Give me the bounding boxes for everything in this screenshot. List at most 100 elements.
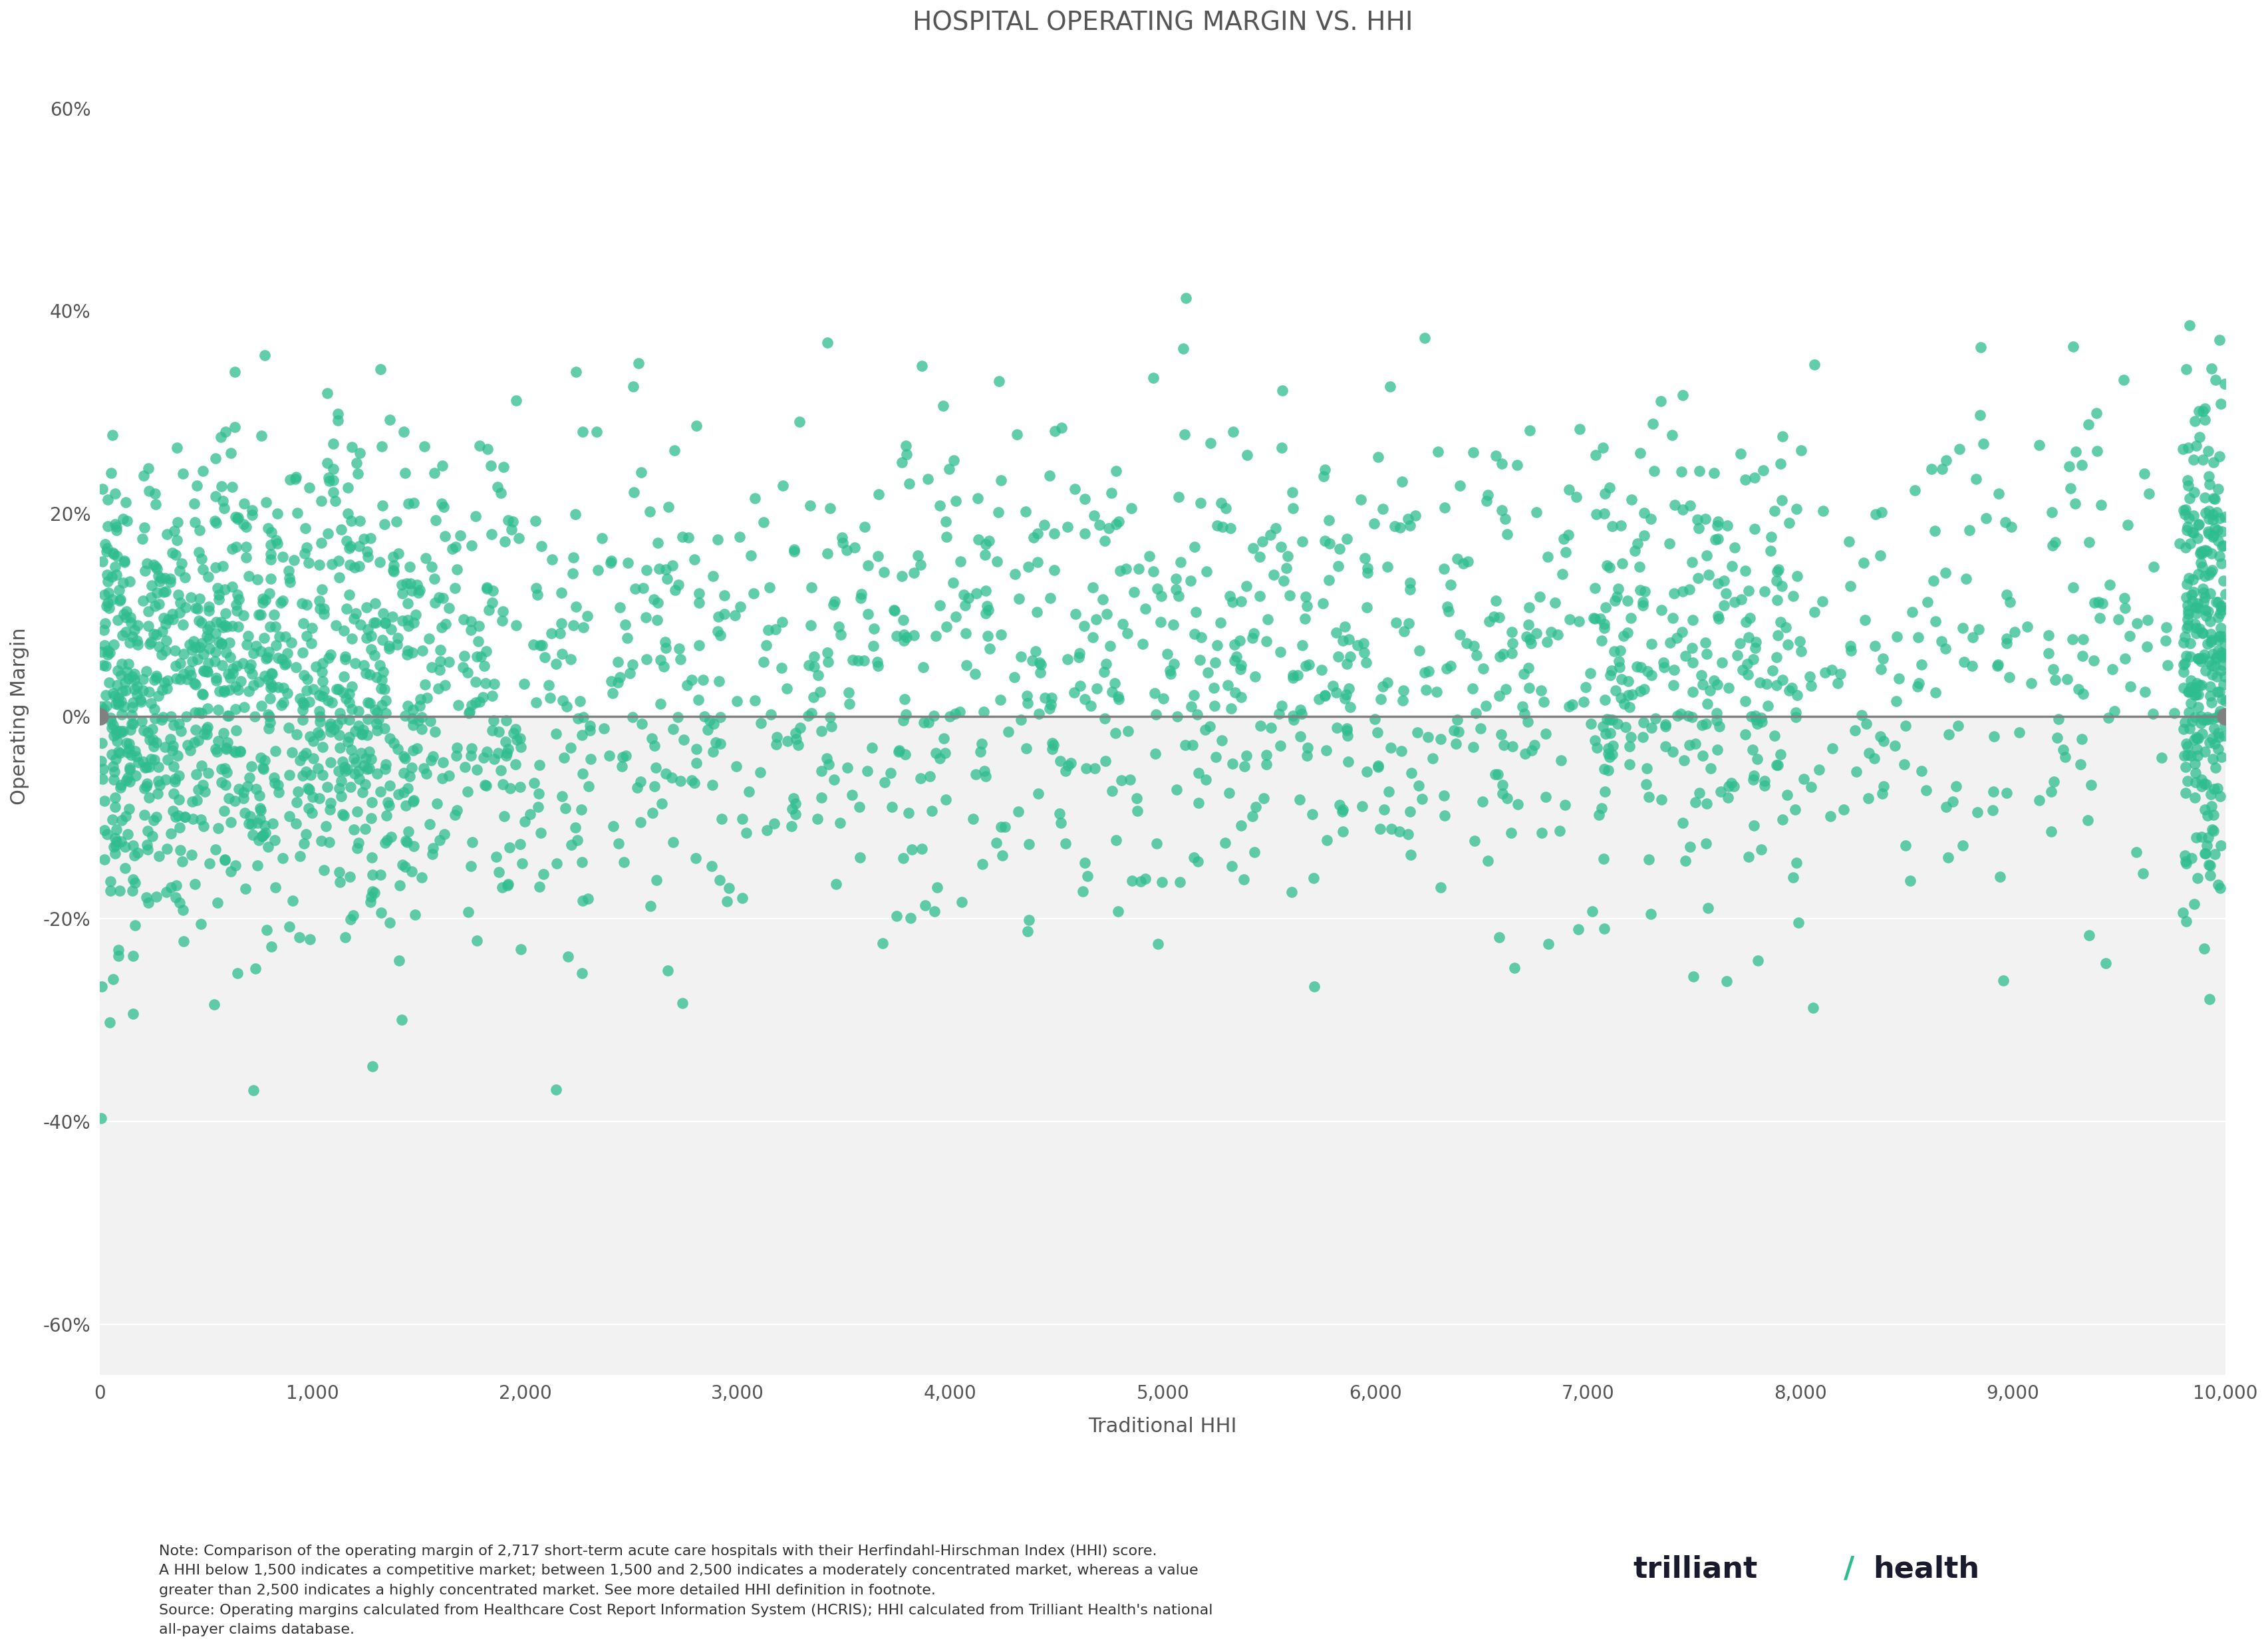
Point	[177, 871, 213, 897]
Point	[245, 822, 281, 848]
Point	[2030, 621, 2066, 647]
Point	[1166, 335, 1202, 361]
Point	[1016, 524, 1052, 550]
Point	[2059, 677, 2096, 703]
Point	[2177, 611, 2214, 637]
Point	[1533, 618, 1569, 644]
Point	[175, 805, 211, 831]
Point	[381, 541, 417, 567]
Point	[195, 991, 231, 1017]
Point	[594, 667, 631, 693]
Point	[2193, 688, 2229, 715]
Point	[442, 522, 479, 549]
Point	[395, 711, 431, 738]
Point	[866, 559, 903, 585]
Point	[168, 703, 204, 729]
Point	[1551, 693, 1588, 720]
Point	[1318, 679, 1354, 705]
Point	[1261, 639, 1297, 665]
Point	[1778, 849, 1814, 876]
Point	[2200, 476, 2236, 503]
Point	[1150, 641, 1186, 667]
Point	[778, 790, 814, 817]
Point	[699, 526, 735, 552]
Point	[685, 667, 721, 693]
Point	[1547, 539, 1583, 565]
Point	[1710, 674, 1746, 700]
Point	[1690, 562, 1726, 588]
Point	[129, 455, 166, 481]
Point	[154, 752, 191, 779]
Point	[1735, 762, 1771, 789]
Point	[1209, 672, 1245, 698]
Point	[129, 831, 166, 858]
Point	[315, 430, 352, 457]
Point	[2091, 572, 2127, 598]
Point	[88, 682, 125, 708]
Point	[1794, 994, 1830, 1020]
Point	[379, 509, 415, 536]
Point	[2170, 598, 2207, 624]
Point	[281, 923, 318, 950]
Point	[1599, 575, 1635, 601]
Point	[1370, 669, 1406, 695]
Point	[1331, 695, 1368, 721]
Point	[1281, 697, 1318, 723]
Point	[370, 789, 406, 815]
Point	[2180, 524, 2216, 550]
Point	[2204, 652, 2241, 679]
Point	[95, 711, 132, 738]
Point	[1960, 798, 1996, 825]
Point	[200, 575, 236, 601]
Point	[1701, 713, 1737, 739]
Point	[147, 879, 184, 905]
Point	[116, 690, 152, 716]
Point	[333, 774, 370, 800]
Point	[143, 565, 179, 591]
Point	[1286, 606, 1322, 633]
Point	[1458, 642, 1495, 669]
Point	[129, 836, 166, 863]
Point	[1370, 554, 1406, 580]
Point	[841, 845, 878, 871]
Point	[1930, 721, 1966, 748]
Point	[1542, 818, 1579, 845]
Point	[1778, 703, 1814, 729]
Point	[2180, 511, 2216, 537]
Point	[1036, 557, 1073, 583]
Point	[249, 644, 286, 670]
Point	[1647, 654, 1683, 680]
Point	[206, 600, 243, 626]
Point	[746, 509, 782, 536]
Point	[1272, 879, 1309, 905]
Point	[835, 782, 871, 808]
Point	[120, 613, 156, 639]
Point	[812, 495, 848, 521]
Point	[338, 749, 374, 775]
Point	[204, 631, 240, 657]
Point	[113, 743, 150, 769]
Point	[345, 716, 381, 743]
Point	[1554, 692, 1590, 718]
Point	[354, 879, 390, 905]
Point	[249, 639, 286, 665]
Point	[229, 534, 265, 560]
Point	[358, 761, 395, 787]
Point	[812, 703, 848, 729]
Point	[474, 716, 510, 743]
Point	[2118, 840, 2155, 866]
Point	[2046, 744, 2082, 771]
Point	[454, 692, 490, 718]
Point	[261, 772, 297, 798]
Point	[737, 485, 773, 511]
Point	[84, 549, 120, 575]
Point	[678, 749, 714, 775]
Point	[2021, 787, 2057, 813]
Point	[1061, 672, 1098, 698]
Point	[136, 807, 172, 833]
Point	[2064, 642, 2100, 669]
Point	[932, 703, 968, 729]
Point	[479, 473, 515, 499]
Point	[1778, 682, 1814, 708]
Point	[1222, 656, 1259, 682]
